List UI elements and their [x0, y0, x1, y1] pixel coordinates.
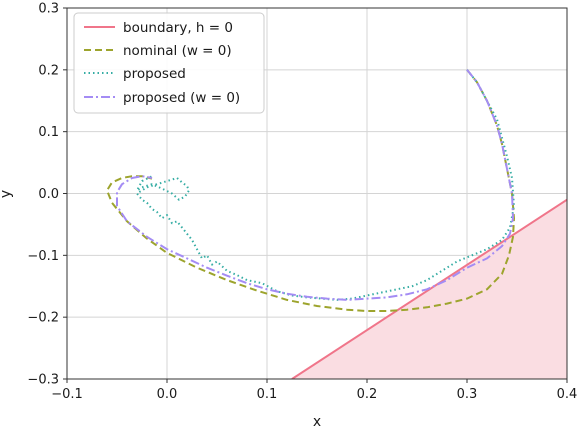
x-tick-label: 0.1: [257, 387, 278, 402]
series-line-boundary: [291, 198, 567, 379]
legend-box: [73, 12, 265, 114]
x-tick-label: 0.2: [357, 387, 378, 402]
y-axis-label: y: [0, 190, 14, 198]
y-tick-label: −0.2: [27, 311, 59, 326]
legend-label-proposed: proposed: [123, 66, 186, 82]
y-tick-label: 0.1: [38, 125, 59, 140]
series-line-nominal: [106, 69, 515, 312]
x-tick-label: 0.0: [157, 387, 178, 402]
x-tick-label: 0.4: [557, 387, 578, 402]
y-tick-label: 0.0: [38, 187, 59, 202]
y-tick-label: −0.3: [27, 373, 59, 388]
y-tick-label: 0.3: [38, 2, 59, 17]
x-tick-label: −0.1: [51, 387, 83, 402]
legend-label-proposed-w0: proposed (w = 0): [123, 90, 240, 106]
legend-label-boundary: boundary, h = 0: [123, 20, 233, 36]
y-tick-label: −0.1: [27, 249, 59, 264]
x-axis-label: x: [313, 414, 321, 430]
series-line-proposed-w0: [116, 69, 514, 301]
legend: boundary, h = 0 nominal (w = 0) proposed…: [73, 12, 265, 114]
legend-label-nominal: nominal (w = 0): [123, 43, 232, 59]
y-tick-label: 0.2: [38, 63, 59, 78]
x-tick-label: 0.3: [457, 387, 478, 402]
